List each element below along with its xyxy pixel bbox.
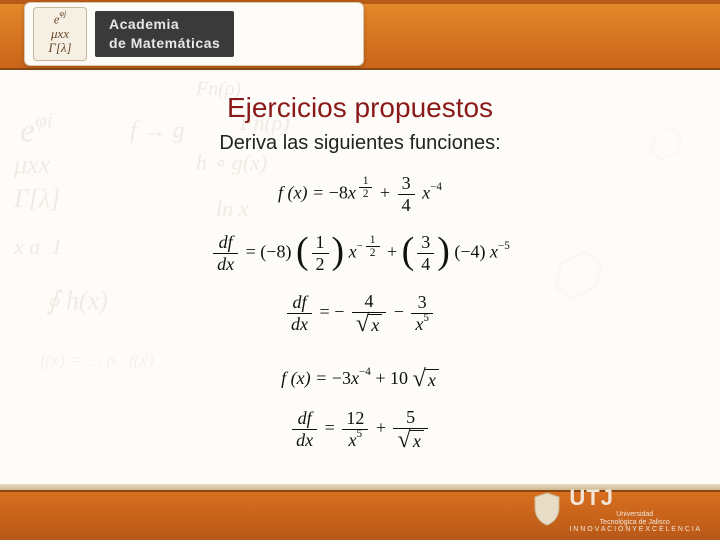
math-content: f (x) = −8x12 + 34 x−4 dfdx = (−8) (12) …	[0, 165, 720, 460]
page-subtitle: Deriva las siguientes funciones:	[0, 132, 720, 155]
equation-3: dfdx = − 4√x − 3x5	[284, 291, 436, 336]
logo-icon: eφj μxx Γ[λ]	[33, 7, 87, 61]
footer-tagline: Universidad Tecnológica de Jalisco I N N…	[569, 511, 700, 534]
page-title: Ejercicios propuestos	[0, 92, 720, 124]
equation-5: dfdx = 12x5 + 5√x	[289, 407, 431, 452]
shield-icon	[533, 492, 561, 526]
logo-title: Academia de Matemáticas	[95, 11, 234, 57]
logo-panel: eφj μxx Γ[λ] Academia de Matemáticas	[24, 2, 364, 66]
academia-line2: de Matemáticas	[109, 35, 220, 51]
footer-bar: UTJ Universidad Tecnológica de Jalisco I…	[0, 490, 720, 540]
equation-4: f (x) = −3x−4 + 10 √x	[281, 368, 439, 391]
slide: eφi μxx Γ[λ] x a 1 ∮ h(x) f → g h ∘ g(x)…	[0, 0, 720, 540]
equation-2: dfdx = (−8) (12) x−12 + (34) (−4) x−5	[210, 232, 510, 275]
footer-brand: UTJ	[569, 485, 700, 511]
equation-1: f (x) = −8x12 + 34 x−4	[278, 173, 442, 216]
academia-line1: Academia	[109, 16, 179, 32]
header-bar: eφj μxx Γ[λ] Academia de Matemáticas	[0, 0, 720, 70]
footer-logo: UTJ Universidad Tecnológica de Jalisco I…	[533, 485, 700, 534]
